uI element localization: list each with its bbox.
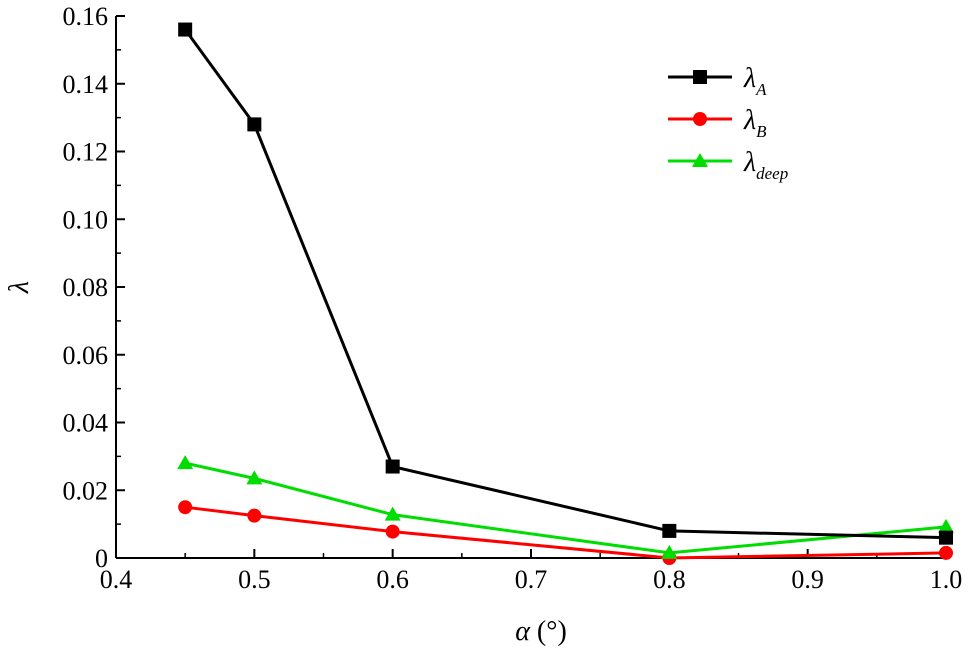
x-axis-title: α (°) [515,616,567,647]
data-point [177,455,194,470]
legend-marker [693,112,707,126]
legend-subscript: A [755,80,767,99]
y-tick-label: 0.04 [63,409,109,438]
legend-label: λB [743,105,767,141]
series-deep [177,455,954,559]
series-line [183,28,947,540]
data-point [384,506,401,521]
data-point [939,530,953,545]
legend-subscript: deep [756,164,788,183]
legend: λA λB λdeep [668,63,788,183]
y-tick-label: 0.12 [63,138,109,167]
x-tick-label: 0.8 [653,565,686,594]
tick-labels: 0.4 0.5 0.6 0.7 0.8 0.9 1.0 0 0.02 0.04 0.06 0.08 0.… [63,2,963,594]
data-point [661,544,678,559]
legend-marker [692,153,708,167]
x-axis-unit: (°) [530,616,567,647]
legend-entry-deep: λdeep [668,147,788,183]
x-tick-label: 0.4 [100,565,133,594]
legend-marker [693,70,707,84]
data-point [247,117,262,132]
legend-label: λdeep [743,147,788,183]
legend-entry-a: λA [668,63,767,99]
data-point [247,508,262,523]
legend-subscript: B [756,122,767,141]
legend-entry-b: λB [668,105,767,141]
plot-area [177,22,954,565]
data-point [178,22,193,37]
y-tick-label: 0.02 [63,476,109,505]
x-tick-label: 1.0 [930,565,963,594]
y-axis-title: λ [4,281,35,294]
y-tick-label: 0.08 [63,273,109,302]
series-line [184,505,947,560]
data-point [385,524,400,539]
x-tick-label: 0.7 [515,565,548,594]
legend-label: λA [743,63,767,99]
y-tick-label: 0.14 [63,70,109,99]
x-tick-label: 0.5 [238,565,271,594]
data-point [939,545,953,560]
y-tick-label: 0.06 [63,341,109,370]
series-b [178,500,953,565]
x-tick-label: 0.6 [376,565,409,594]
x-tick-label: 0.9 [791,565,824,594]
series-a [178,22,953,545]
data-point [938,518,954,533]
y-tick-label: 0.10 [63,205,109,234]
y-tick-label: 0.16 [63,2,109,31]
data-point [178,500,193,515]
data-point [662,523,677,538]
data-point [385,459,400,474]
axis-titles: α (°) λ [4,281,567,647]
data-point [246,470,263,485]
y-tick-label: 0 [95,544,108,573]
